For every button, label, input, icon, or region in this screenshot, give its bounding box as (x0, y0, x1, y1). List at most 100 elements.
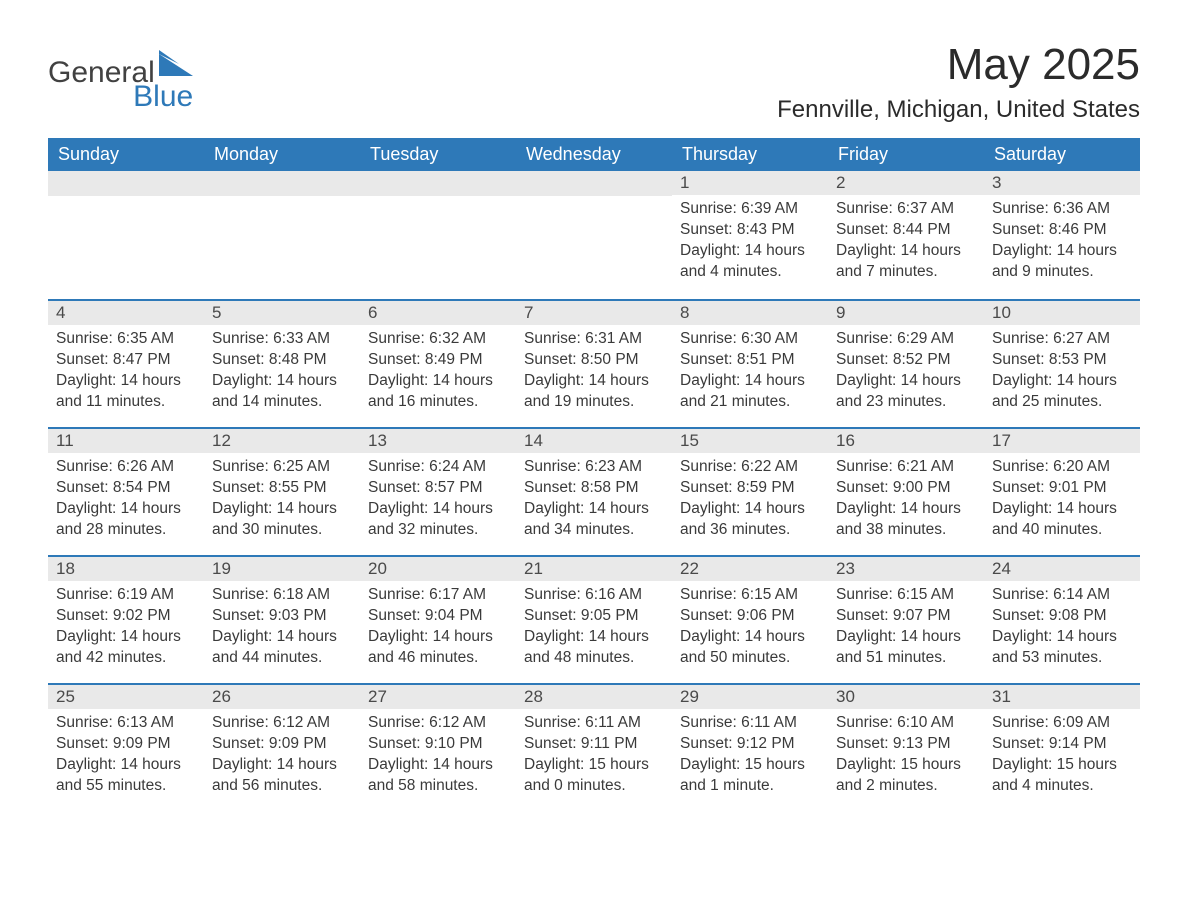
day-number: 8 (672, 301, 828, 325)
sunrise-text: Sunrise: 6:39 AM (680, 199, 820, 220)
sunset-text: Sunset: 8:47 PM (56, 350, 196, 371)
sunset-text: Sunset: 9:07 PM (836, 606, 976, 627)
calendar-day: 27Sunrise: 6:12 AMSunset: 9:10 PMDayligh… (360, 685, 516, 811)
daylight-text: Daylight: 14 hours and 55 minutes. (56, 755, 196, 797)
sunset-text: Sunset: 9:08 PM (992, 606, 1132, 627)
calendar-day: 5Sunrise: 6:33 AMSunset: 8:48 PMDaylight… (204, 301, 360, 427)
sunset-text: Sunset: 9:12 PM (680, 734, 820, 755)
calendar-day: 30Sunrise: 6:10 AMSunset: 9:13 PMDayligh… (828, 685, 984, 811)
month-title: May 2025 (777, 40, 1140, 90)
day-number: 27 (360, 685, 516, 709)
daylight-text: Daylight: 14 hours and 14 minutes. (212, 371, 352, 413)
day-number: 28 (516, 685, 672, 709)
day-number: 11 (48, 429, 204, 453)
sunset-text: Sunset: 9:04 PM (368, 606, 508, 627)
sunset-text: Sunset: 8:50 PM (524, 350, 664, 371)
sunset-text: Sunset: 8:53 PM (992, 350, 1132, 371)
sunrise-text: Sunrise: 6:17 AM (368, 585, 508, 606)
calendar-day: 18Sunrise: 6:19 AMSunset: 9:02 PMDayligh… (48, 557, 204, 683)
day-number: 22 (672, 557, 828, 581)
sunrise-text: Sunrise: 6:16 AM (524, 585, 664, 606)
day-number: 4 (48, 301, 204, 325)
sunset-text: Sunset: 8:55 PM (212, 478, 352, 499)
daylight-text: Daylight: 14 hours and 19 minutes. (524, 371, 664, 413)
calendar-day (360, 171, 516, 299)
calendar-week: 18Sunrise: 6:19 AMSunset: 9:02 PMDayligh… (48, 555, 1140, 683)
dow-thursday: Thursday (672, 138, 828, 171)
sunrise-text: Sunrise: 6:20 AM (992, 457, 1132, 478)
dow-tuesday: Tuesday (360, 138, 516, 171)
daylight-text: Daylight: 14 hours and 11 minutes. (56, 371, 196, 413)
dow-monday: Monday (204, 138, 360, 171)
daylight-text: Daylight: 14 hours and 58 minutes. (368, 755, 508, 797)
sunrise-text: Sunrise: 6:10 AM (836, 713, 976, 734)
sunset-text: Sunset: 8:51 PM (680, 350, 820, 371)
day-number: 24 (984, 557, 1140, 581)
day-number (204, 171, 360, 196)
dow-saturday: Saturday (984, 138, 1140, 171)
day-number: 6 (360, 301, 516, 325)
calendar-day: 9 Sunrise: 6:29 AMSunset: 8:52 PMDaylight… (828, 301, 984, 427)
day-number: 9 (828, 301, 984, 325)
day-number: 1 (672, 171, 828, 195)
calendar-day: 24 Sunrise: 6:14 AMSunset: 9:08 PMDayligh… (984, 557, 1140, 683)
daylight-text: Daylight: 14 hours and 32 minutes. (368, 499, 508, 541)
sunrise-text: Sunrise: 6:33 AM (212, 329, 352, 350)
sunrise-text: Sunrise: 6:29 AM (836, 329, 976, 350)
calendar-day: 19Sunrise: 6:18 AMSunset: 9:03 PMDayligh… (204, 557, 360, 683)
sunset-text: Sunset: 8:49 PM (368, 350, 508, 371)
calendar-week: 25Sunrise: 6:13 AMSunset: 9:09 PMDayligh… (48, 683, 1140, 811)
sunrise-text: Sunrise: 6:18 AM (212, 585, 352, 606)
daylight-text: Daylight: 14 hours and 44 minutes. (212, 627, 352, 669)
sunrise-text: Sunrise: 6:15 AM (680, 585, 820, 606)
calendar-day: 3Sunrise: 6:36 AMSunset: 8:46 PMDaylight… (984, 171, 1140, 299)
day-number: 25 (48, 685, 204, 709)
calendar-day: 6Sunrise: 6:32 AMSunset: 8:49 PMDaylight… (360, 301, 516, 427)
daylight-text: Daylight: 14 hours and 40 minutes. (992, 499, 1132, 541)
title-block: May 2025 Fennville, Michigan, United Sta… (777, 40, 1140, 124)
day-number (360, 171, 516, 196)
calendar-week: 4Sunrise: 6:35 AMSunset: 8:47 PMDaylight… (48, 299, 1140, 427)
daylight-text: Daylight: 14 hours and 56 minutes. (212, 755, 352, 797)
day-number: 21 (516, 557, 672, 581)
daylight-text: Daylight: 14 hours and 23 minutes. (836, 371, 976, 413)
sunset-text: Sunset: 9:09 PM (56, 734, 196, 755)
daylight-text: Daylight: 14 hours and 50 minutes. (680, 627, 820, 669)
calendar-day: 29Sunrise: 6:11 AMSunset: 9:12 PMDayligh… (672, 685, 828, 811)
daylight-text: Daylight: 14 hours and 53 minutes. (992, 627, 1132, 669)
dow-friday: Friday (828, 138, 984, 171)
sunrise-text: Sunrise: 6:14 AM (992, 585, 1132, 606)
day-number: 19 (204, 557, 360, 581)
sunrise-text: Sunrise: 6:37 AM (836, 199, 976, 220)
sunset-text: Sunset: 8:43 PM (680, 220, 820, 241)
sunset-text: Sunset: 8:46 PM (992, 220, 1132, 241)
page-header: General Blue May 2025 Fennville, Michiga… (48, 40, 1140, 124)
sunset-text: Sunset: 8:59 PM (680, 478, 820, 499)
day-number: 13 (360, 429, 516, 453)
day-of-week-header: Sunday Monday Tuesday Wednesday Thursday… (48, 138, 1140, 171)
daylight-text: Daylight: 14 hours and 9 minutes. (992, 241, 1132, 283)
brand-text: General Blue (48, 56, 193, 112)
day-number: 20 (360, 557, 516, 581)
sunrise-text: Sunrise: 6:26 AM (56, 457, 196, 478)
calendar-day: 8Sunrise: 6:30 AMSunset: 8:51 PMDaylight… (672, 301, 828, 427)
day-number: 12 (204, 429, 360, 453)
sunrise-text: Sunrise: 6:22 AM (680, 457, 820, 478)
daylight-text: Daylight: 14 hours and 16 minutes. (368, 371, 508, 413)
sunset-text: Sunset: 8:54 PM (56, 478, 196, 499)
calendar-day: 12Sunrise: 6:25 AMSunset: 8:55 PMDayligh… (204, 429, 360, 555)
calendar-day (516, 171, 672, 299)
sunset-text: Sunset: 8:52 PM (836, 350, 976, 371)
calendar-day: 4Sunrise: 6:35 AMSunset: 8:47 PMDaylight… (48, 301, 204, 427)
calendar-day: 13Sunrise: 6:24 AMSunset: 8:57 PMDayligh… (360, 429, 516, 555)
daylight-text: Daylight: 15 hours and 4 minutes. (992, 755, 1132, 797)
sunset-text: Sunset: 8:57 PM (368, 478, 508, 499)
daylight-text: Daylight: 14 hours and 36 minutes. (680, 499, 820, 541)
calendar-week: 1 Sunrise: 6:39 AMSunset: 8:43 PM Daylight… (48, 171, 1140, 299)
calendar-day: 11Sunrise: 6:26 AMSunset: 8:54 PMDayligh… (48, 429, 204, 555)
day-number: 7 (516, 301, 672, 325)
sunrise-text: Sunrise: 6:25 AM (212, 457, 352, 478)
day-number: 15 (672, 429, 828, 453)
calendar-day: 25Sunrise: 6:13 AMSunset: 9:09 PMDayligh… (48, 685, 204, 811)
sunrise-text: Sunrise: 6:21 AM (836, 457, 976, 478)
